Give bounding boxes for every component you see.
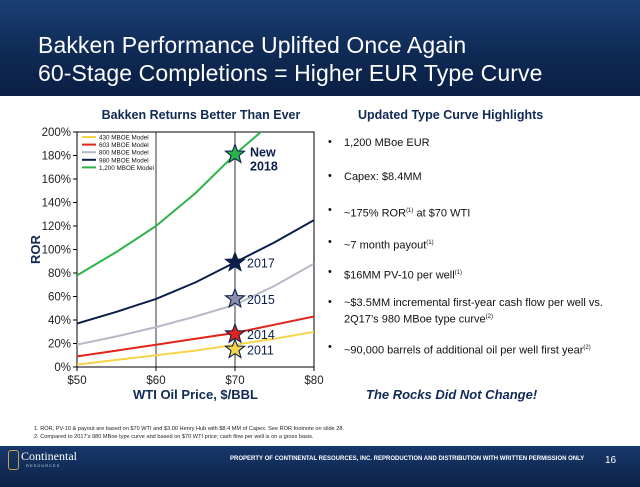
highlight-text-main: ~175% ROR: [344, 207, 407, 220]
x-tick-label: $50: [67, 375, 86, 387]
series-line: [77, 132, 263, 277]
slide-title-line2: 60-Stage Completions = Higher EUR Type C…: [38, 60, 543, 86]
bullet-icon: •: [328, 266, 332, 278]
y-tick-label: 80%: [48, 268, 71, 280]
y-tick-label: 60%: [48, 292, 71, 304]
y-tick-label: 100%: [42, 245, 71, 257]
y-axis-label: ROR: [28, 234, 43, 264]
legend-label: 980 MBOE Model: [99, 157, 149, 164]
y-tick-label: 0%: [54, 362, 71, 374]
highlight-text-main: Capex: $8.4MM: [344, 171, 422, 183]
marker-label: 2011: [247, 343, 274, 357]
footnote-ref: (1): [454, 270, 463, 276]
highlight-text: ~90,000 barrels of additional oil per we…: [344, 341, 624, 358]
legend-label: 800 MBOE Model: [99, 150, 149, 157]
star-marker: [224, 142, 246, 164]
marker-label: 2015: [247, 293, 275, 307]
series-line: [77, 315, 314, 358]
y-tick-label: 20%: [48, 339, 71, 351]
highlight-text-main: ~7 month payout: [344, 239, 427, 252]
logo-text: Continental: [21, 449, 77, 463]
highlight-text: ~$3.5MM incremental first-year cash flow…: [344, 296, 624, 327]
bullet-icon: •: [328, 136, 332, 148]
footnote-1: 1. ROR, PV-10 & payout are based on $70 …: [34, 426, 345, 432]
star-marker: [224, 250, 246, 272]
highlight-text: ~7 month payout(1): [344, 236, 624, 253]
marker-label-line: 2014: [247, 328, 275, 342]
title-banner: Bakken Performance Uplifted Once Again 6…: [0, 0, 640, 96]
marker-label-line: 2018: [250, 159, 278, 173]
legend-label: 1,200 MBOE Model: [99, 165, 154, 172]
y-tick-label: 40%: [48, 315, 71, 327]
highlight-text: $16MM PV-10 per well(1): [344, 266, 624, 283]
chart-title: Bakken Returns Better Than Ever: [101, 108, 301, 122]
logo-subtext: RESOURCES: [26, 463, 61, 468]
star-marker: [224, 337, 246, 359]
x-tick-label: $60: [146, 375, 165, 387]
y-tick-label: 120%: [42, 221, 71, 233]
footnote-ref: (1): [406, 208, 414, 214]
series-line: [77, 262, 314, 346]
y-tick-label: 200%: [42, 127, 71, 139]
star-marker: [223, 287, 247, 309]
legend-label: 603 MBOE Model: [99, 142, 149, 149]
tagline: The Rocks Did Not Change!: [366, 387, 538, 402]
marker-label-line: 2017: [247, 256, 275, 270]
highlight-text-main: ~90,000 barrels of additional oil per we…: [344, 344, 584, 357]
highlight-text-main: $16MM PV-10 per well: [344, 269, 455, 282]
footnote-ref: (2): [485, 314, 494, 320]
y-tick-label: 140%: [42, 198, 71, 210]
y-tick-label: 160%: [42, 174, 71, 186]
footer-copyright: PROPERTY OF CONTINENTAL RESOURCES, INC. …: [230, 456, 585, 462]
highlight-text: 1,200 MBoe EUR: [344, 136, 624, 150]
marker-label-line: 2015: [247, 293, 275, 307]
x-tick-label: $70: [225, 375, 244, 387]
bullet-icon: •: [328, 296, 332, 308]
bullet-icon: •: [328, 236, 332, 248]
marker-label-line: New: [250, 145, 276, 159]
marker-label: New 2018: [250, 145, 278, 173]
marker-label: 2014: [247, 328, 275, 342]
footnote-2: 2. Compared to 2017’s 980 MBoe type curv…: [34, 434, 314, 440]
y-tick-label: 180%: [42, 151, 71, 163]
bullet-icon: •: [328, 341, 332, 353]
highlight-text: Capex: $8.4MM: [344, 170, 624, 184]
series-line: [77, 330, 314, 366]
slide-title-line1: Bakken Performance Uplifted Once Again: [38, 32, 467, 58]
plot-area: [76, 131, 315, 368]
footer-bar: [0, 446, 640, 487]
marker-label: 2017: [247, 256, 275, 270]
bullet-icon: •: [328, 170, 332, 182]
page-number: 16: [605, 455, 617, 466]
legend-label: 430 MBOE Model: [99, 135, 149, 142]
series-line: [77, 219, 314, 325]
bullet-icon: •: [328, 204, 332, 216]
highlight-text: ~175% ROR(1) at $70 WTI: [344, 204, 624, 221]
x-axis-label: WTI Oil Price, $/BBL: [133, 387, 258, 402]
footnote-ref: (1): [426, 240, 434, 246]
highlight-text-main: 1,200 MBoe EUR: [344, 137, 430, 149]
logo-icon: [8, 450, 19, 470]
highlights-title: Updated Type Curve Highlights: [358, 108, 544, 122]
highlight-text-main: ~$3.5MM incremental first-year cash flow…: [344, 297, 603, 326]
marker-label-line: 2011: [247, 343, 274, 357]
footnote-ref: (2): [583, 345, 591, 351]
x-tick-label: $80: [304, 375, 323, 387]
highlight-text-suffix: at $70 WTI: [413, 207, 471, 220]
